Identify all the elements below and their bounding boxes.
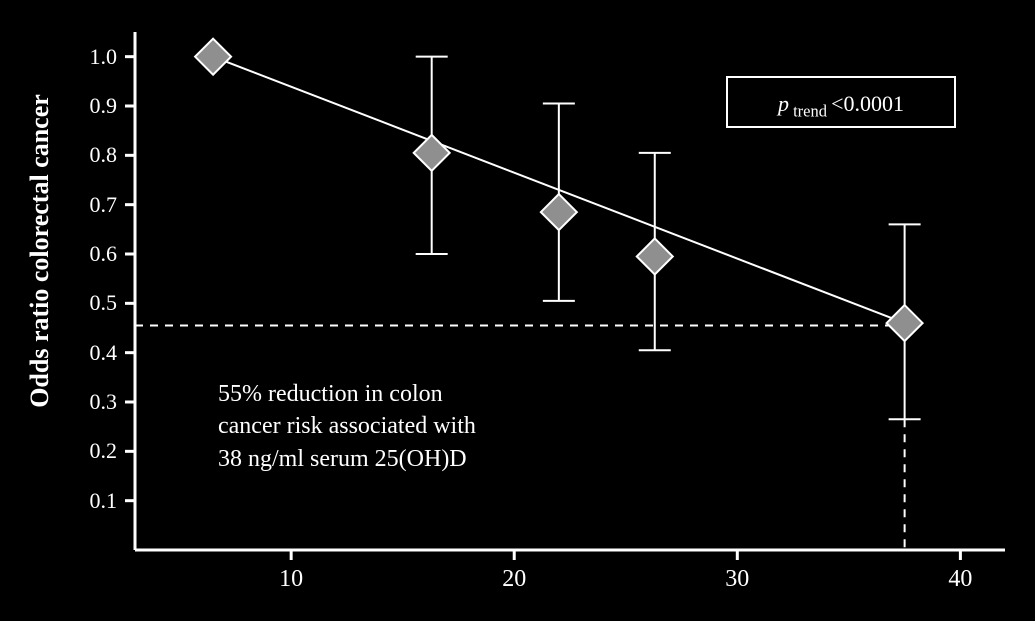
y-tick-label: 0.6 [90, 241, 118, 267]
p-value: <0.0001 [831, 91, 904, 116]
y-tick-label: 0.9 [90, 93, 118, 119]
y-tick-label: 0.4 [90, 340, 118, 366]
x-tick-label: 20 [502, 566, 526, 593]
y-tick-label: 0.5 [90, 290, 118, 316]
y-tick-label: 0.1 [90, 488, 118, 514]
p-value-box: p trend <0.0001 [726, 76, 956, 128]
y-tick-label: 0.7 [90, 192, 118, 218]
y-tick-label: 1.0 [90, 44, 118, 70]
p-symbol: p [778, 91, 789, 116]
y-tick-label: 0.8 [90, 142, 118, 168]
y-axis-title: Odds ratio colorectal cancer [25, 94, 55, 408]
y-tick-label: 0.3 [90, 389, 118, 415]
x-tick-label: 40 [948, 566, 972, 593]
chart-container: Odds ratio colorectal cancer p trend <0.… [0, 0, 1035, 621]
p-subscript: trend [789, 101, 831, 120]
y-tick-label: 0.2 [90, 438, 118, 464]
annotation-text: 55% reduction in colon cancer risk assoc… [218, 378, 476, 475]
x-tick-label: 30 [725, 566, 749, 593]
x-tick-label: 10 [279, 566, 303, 593]
